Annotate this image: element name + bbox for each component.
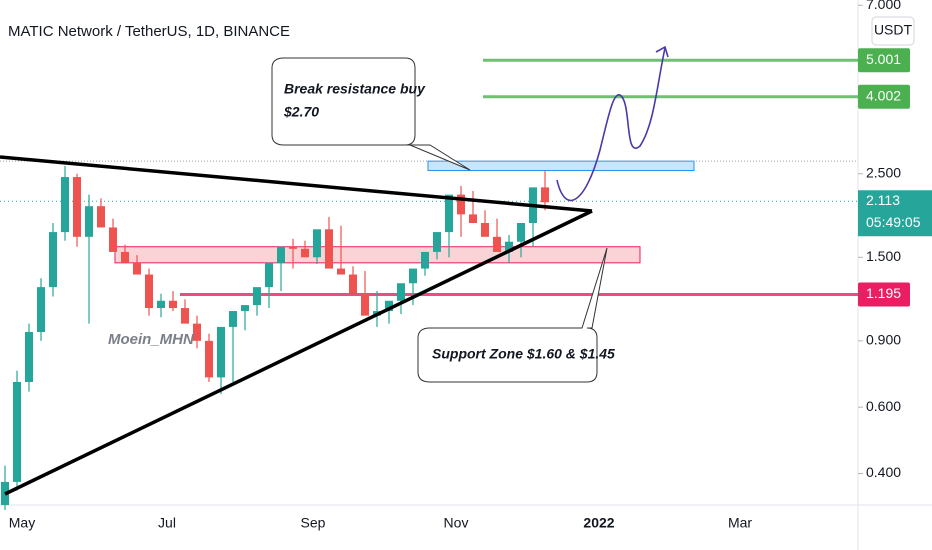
candle-body	[397, 283, 405, 301]
candle-body	[37, 287, 45, 333]
current-price-badge	[858, 190, 932, 237]
annotation-text: Support Zone $1.60 & $1.45	[432, 346, 615, 362]
price-zone	[114, 246, 641, 264]
candle-body	[277, 246, 285, 263]
candle-body	[193, 323, 201, 341]
candle-body	[157, 300, 165, 309]
candle-body	[457, 194, 465, 215]
candle-body	[49, 232, 57, 288]
x-tick-label: 2022	[583, 515, 614, 531]
price-badge	[858, 84, 910, 109]
candle-body	[97, 206, 105, 228]
candle-body	[505, 241, 513, 252]
candle-body	[241, 305, 249, 312]
candle-body	[265, 262, 273, 288]
candle-body	[481, 222, 489, 237]
candle-body	[541, 187, 549, 203]
candle-body	[217, 326, 225, 378]
candle-body	[169, 300, 177, 309]
candle-body	[73, 177, 81, 237]
countdown-label: 05:49:05	[866, 214, 921, 230]
triangle-lower-line	[4, 209, 593, 496]
candle-body	[469, 214, 477, 223]
triangle-upper-line	[0, 155, 593, 213]
candle-body	[289, 246, 297, 249]
candle-body	[325, 229, 333, 269]
candle-body	[421, 251, 429, 269]
x-tick-label: Nov	[444, 515, 469, 531]
price-badge-label: 1.195	[866, 285, 901, 301]
price-badge	[858, 282, 910, 307]
y-tick-label: 0.600	[866, 398, 901, 414]
y-tick-label: 7.000	[866, 0, 901, 12]
price-badge	[858, 48, 910, 73]
watermark: Moein_MHN	[108, 331, 195, 348]
candle-body	[409, 268, 417, 284]
candle-body	[493, 236, 501, 252]
y-tick-label: 0.400	[866, 464, 901, 480]
candle-body	[385, 300, 393, 312]
x-tick-label: Sep	[301, 515, 326, 531]
x-tick-label: Jul	[158, 515, 176, 531]
candle-body	[517, 222, 525, 242]
callout-box	[271, 57, 471, 171]
candle-body	[145, 274, 153, 309]
projection-path	[556, 47, 666, 202]
chart-title: MATIC Network / TetherUS, 1D, BINANCE	[8, 23, 290, 40]
currency-label[interactable]: USDT	[874, 22, 913, 38]
x-tick-label: Mar	[728, 515, 752, 531]
candle-body	[433, 232, 441, 252]
annotation-text: Break resistance buy	[284, 81, 426, 97]
projection-arrow	[655, 45, 669, 58]
candle-body	[313, 229, 321, 258]
candle-body	[445, 194, 453, 233]
annotation-text: $2.70	[283, 104, 319, 120]
candle-body	[301, 248, 309, 258]
candle-body	[349, 274, 357, 294]
candle-body	[85, 206, 93, 237]
candle-body	[61, 177, 69, 233]
candle-body	[181, 308, 189, 324]
candle-body	[253, 287, 261, 306]
candle-body	[337, 268, 345, 275]
candle-body	[133, 262, 141, 275]
candle-body	[121, 251, 129, 263]
candle-body	[205, 340, 213, 378]
candle-body	[13, 381, 21, 482]
candle-body	[361, 293, 369, 316]
candle-body	[25, 332, 33, 382]
candle-body	[109, 227, 117, 252]
x-tick-label: May	[9, 515, 35, 531]
candle-body	[229, 311, 237, 327]
current-price-label: 2.113	[866, 192, 900, 208]
currency-button[interactable]	[871, 16, 915, 46]
y-tick-label: 1.500	[866, 248, 901, 264]
y-tick-label: 0.900	[866, 332, 901, 348]
price-badge-label: 4.002	[866, 87, 901, 103]
callout-box	[417, 247, 608, 383]
price-badge-label: 5.001	[866, 51, 901, 67]
y-tick-label: 2.500	[866, 164, 901, 180]
